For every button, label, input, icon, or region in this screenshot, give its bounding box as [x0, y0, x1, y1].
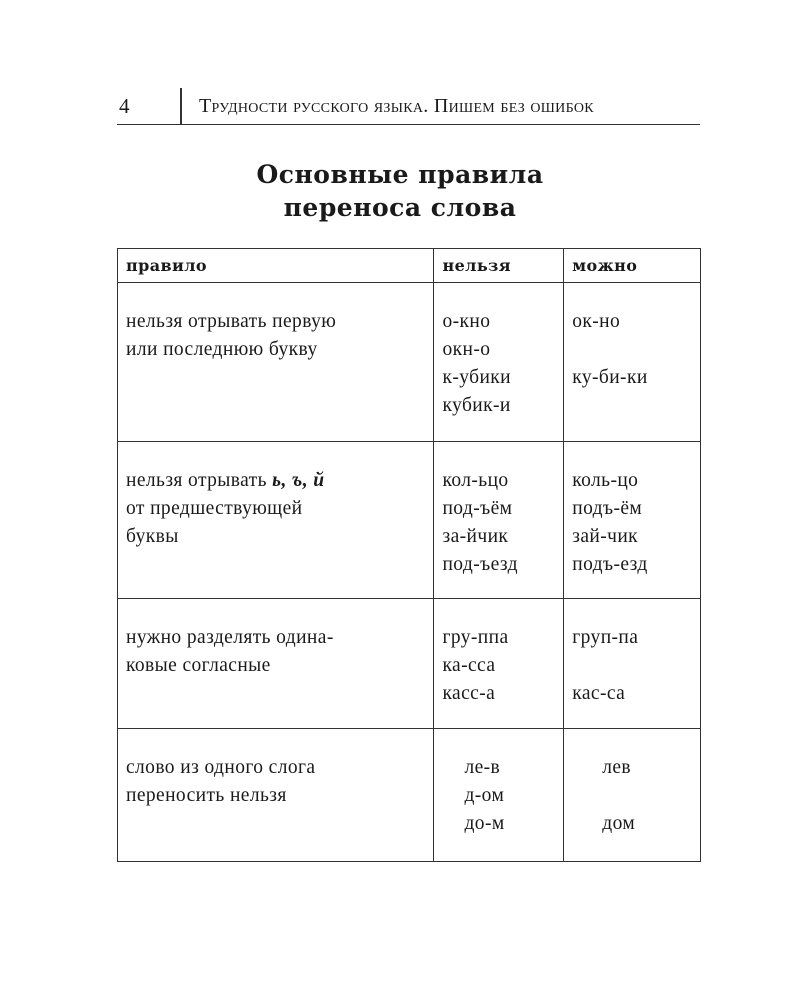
rule-text: слово из одного слога [126, 757, 316, 778]
right-example [572, 782, 692, 810]
rule-text: от предшествующей [126, 498, 303, 519]
rule-text: ковые согласные [126, 655, 271, 676]
column-header-rule: правило [116, 248, 435, 283]
column-header-right: можно [563, 248, 701, 283]
page-title: Основные правила переноса слова [0, 158, 800, 224]
rule-text: или последнюю букву [126, 339, 318, 360]
right-example: подъ-ём [572, 498, 643, 519]
wrong-example: до-м [464, 813, 505, 834]
column-header-wrong: нельзя [433, 248, 565, 283]
right-example: груп-па [572, 627, 639, 648]
right-example [572, 652, 692, 680]
wrong-cell: ле-в д-ом до-м [433, 728, 565, 862]
wrong-example: гру-ппа [442, 627, 509, 648]
rule-cell: нужно разделять одина- ковые согласные [116, 598, 435, 729]
wrong-example: касс-а [442, 683, 496, 704]
page-number: 4 [119, 94, 130, 118]
table-row: нельзя отрывать первую или последнюю бук… [116, 282, 701, 442]
right-example: коль-цо [572, 470, 639, 491]
right-cell: лев дом [563, 728, 701, 862]
wrong-example: за-йчик [442, 526, 509, 547]
wrong-example: под-ъезд [442, 554, 518, 575]
rule-text: переносить нельзя [126, 785, 287, 806]
title-line-1: Основные правила [256, 160, 544, 189]
rule-cell: нельзя отрывать первую или последнюю бук… [116, 282, 435, 442]
rule-text: нельзя отрывать ь, ъ, й [126, 467, 425, 495]
right-example: дом [602, 813, 636, 834]
right-cell: груп-па кас-са [563, 598, 701, 729]
wrong-example: кол-ьцо [442, 470, 509, 491]
right-example [572, 336, 692, 364]
wrong-cell: кол-ьцо под-ъём за-йчик под-ъезд [433, 441, 565, 599]
wrong-example: под-ъём [442, 498, 513, 519]
table-header-row: правило нельзя можно [116, 248, 701, 283]
rule-text: нужно разделять одина- [126, 627, 334, 648]
right-example: ок-но [572, 311, 621, 332]
right-example: лев [602, 757, 632, 778]
running-header: 4 Трудности русского языка. Пишем без ош… [117, 88, 700, 125]
title-line-2: переноса слова [283, 193, 517, 222]
rule-cell: слово из одного слога переносить нельзя [116, 728, 435, 862]
rule-text: нельзя отрывать первую [126, 311, 337, 332]
right-example: подъ-езд [572, 554, 648, 575]
rule-text: буквы [126, 526, 179, 547]
rule-bold-letters: ь, ъ, й [272, 470, 325, 491]
wrong-example: кубик-и [442, 395, 511, 416]
table-row: нельзя отрывать ь, ъ, й от предшествующе… [116, 441, 701, 599]
right-example: зай-чик [572, 526, 639, 547]
table-row: слово из одного слога переносить нельзя … [116, 728, 701, 862]
rules-table: правило нельзя можно нельзя отрывать пер… [116, 248, 701, 862]
wrong-example: окн-о [442, 339, 491, 360]
wrong-example: о-кно [442, 311, 491, 332]
wrong-example: к-убики [442, 367, 511, 388]
header-divider [180, 88, 182, 124]
running-title: Трудности русского языка. Пишем без ошиб… [199, 95, 594, 117]
wrong-cell: гру-ппа ка-сса касс-а [433, 598, 565, 729]
wrong-example: ка-сса [442, 655, 496, 676]
right-example: кас-са [572, 683, 626, 704]
right-cell: ок-но ку-би-ки [563, 282, 701, 442]
wrong-example: ле-в [464, 757, 501, 778]
rule-cell: нельзя отрывать ь, ъ, й от предшествующе… [116, 441, 435, 599]
wrong-example: д-ом [464, 785, 505, 806]
right-example: ку-би-ки [572, 367, 648, 388]
right-cell: коль-цо подъ-ём зай-чик подъ-езд [563, 441, 701, 599]
table-row: нужно разделять одина- ковые согласные г… [116, 598, 701, 729]
wrong-cell: о-кно окн-о к-убики кубик-и [433, 282, 565, 442]
rule-prefix: нельзя отрывать [126, 470, 273, 491]
